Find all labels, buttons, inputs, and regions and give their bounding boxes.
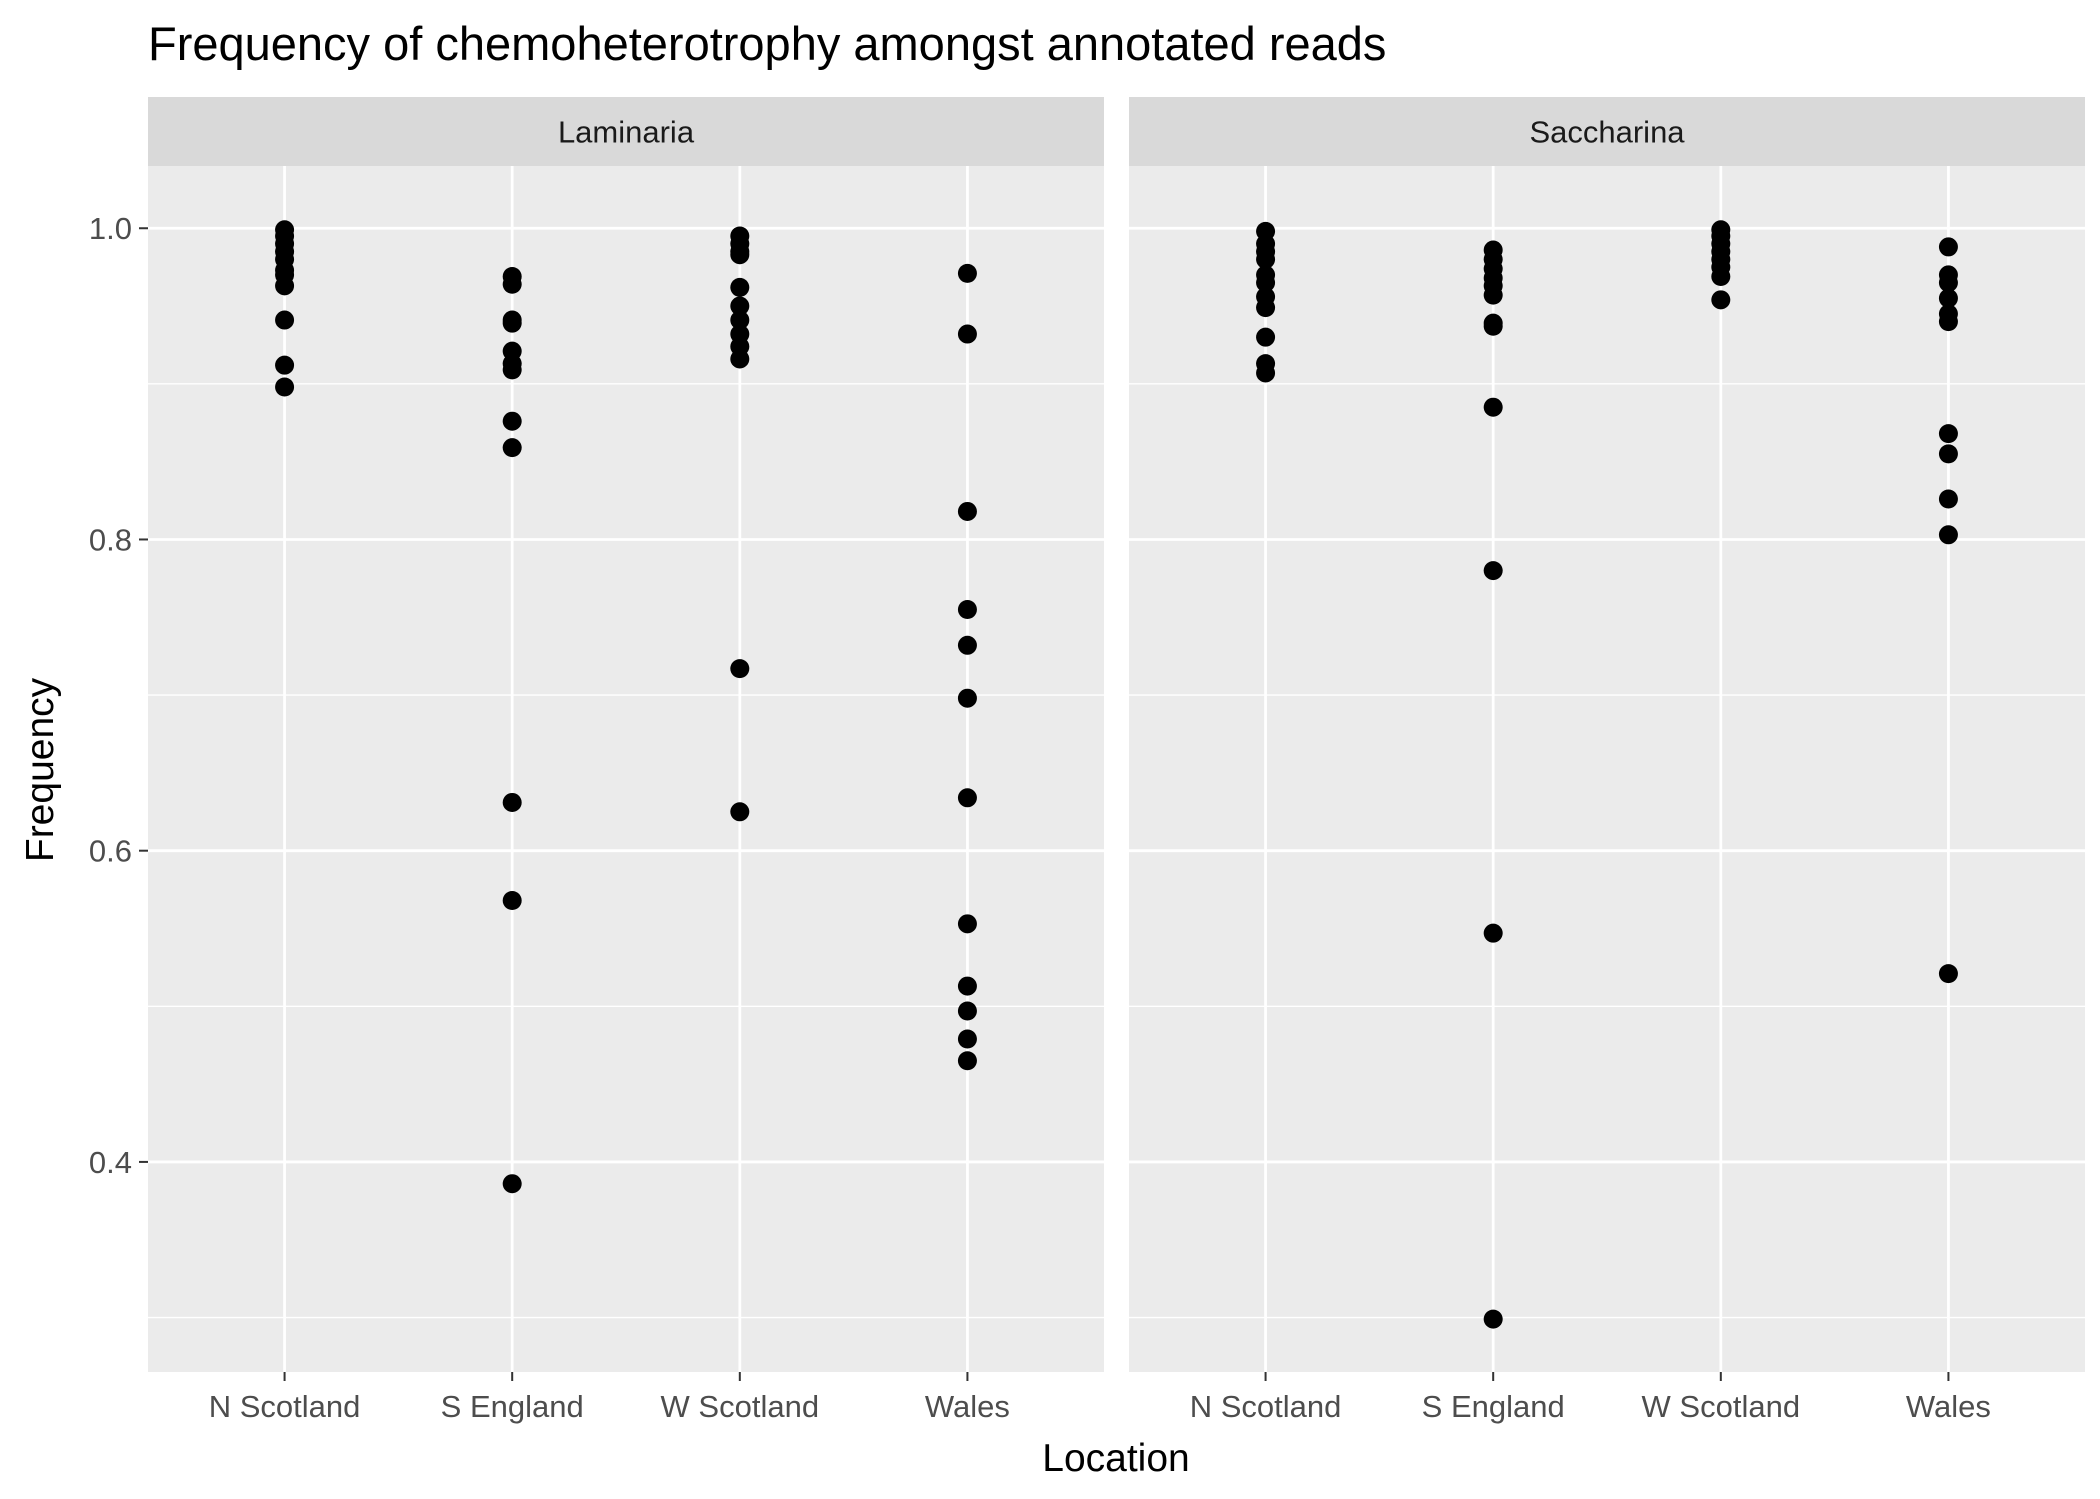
data-point <box>1938 444 1958 464</box>
data-point <box>730 296 750 316</box>
data-point <box>730 310 750 330</box>
data-point <box>1483 1309 1503 1329</box>
data-point <box>957 688 977 708</box>
data-point <box>1938 312 1958 332</box>
data-point <box>1938 424 1958 444</box>
x-tick-label: S England <box>1422 1389 1565 1424</box>
data-point <box>957 1051 977 1071</box>
data-point <box>957 501 977 521</box>
data-point <box>502 313 522 333</box>
data-point <box>1256 273 1276 293</box>
data-point <box>730 349 750 369</box>
data-point <box>1256 363 1276 383</box>
facet-strip <box>1129 97 2085 166</box>
x-tick-label: S England <box>441 1389 584 1424</box>
data-point <box>502 792 522 812</box>
data-point <box>1483 397 1503 417</box>
data-point <box>502 360 522 380</box>
data-point <box>1938 273 1958 293</box>
data-point <box>957 263 977 283</box>
panel-background <box>1129 166 2085 1372</box>
data-point <box>1256 249 1276 269</box>
data-point <box>730 802 750 822</box>
data-point <box>275 377 295 397</box>
x-tick-label: W Scotland <box>661 1389 820 1424</box>
x-tick-label: Wales <box>1906 1389 1991 1424</box>
data-point <box>730 659 750 679</box>
data-point <box>1711 266 1731 286</box>
x-tick-label: Wales <box>925 1389 1010 1424</box>
data-point <box>502 1174 522 1194</box>
data-point <box>957 599 977 619</box>
data-point <box>275 355 295 375</box>
data-point <box>1256 298 1276 318</box>
data-point <box>1256 327 1276 347</box>
data-point <box>1483 316 1503 336</box>
data-point <box>957 1001 977 1021</box>
data-point <box>502 890 522 910</box>
data-point <box>957 324 977 344</box>
data-point <box>1938 964 1958 984</box>
data-point <box>1938 489 1958 509</box>
data-point <box>957 635 977 655</box>
data-point <box>957 976 977 996</box>
data-point <box>1483 285 1503 305</box>
facet-saccharina: Saccharina N Scotland S England W Scotland W… <box>1129 97 2085 1424</box>
y-tick-label: 0.4 <box>89 1145 132 1180</box>
facet-label-laminaria: Laminaria <box>558 115 695 150</box>
data-point <box>730 245 750 265</box>
x-tick-label: N Scotland <box>209 1389 361 1424</box>
y-tick-label: 1.0 <box>89 211 132 246</box>
panel-background <box>148 166 1104 1372</box>
x-axis-title: Location <box>1042 1437 1189 1480</box>
y-axis-title: Frequency <box>19 677 62 862</box>
data-point <box>502 438 522 458</box>
facet-panels: Laminaria N Scotland S England W Scotland Wa… <box>148 97 2085 1424</box>
data-point <box>1938 288 1958 308</box>
facet-label-saccharina: Saccharina <box>1529 115 1685 150</box>
data-point <box>275 276 295 296</box>
data-point <box>957 914 977 934</box>
y-axis: 0.4 0.6 0.8 1.0 <box>89 211 148 1180</box>
data-point <box>275 310 295 330</box>
x-tick-label: N Scotland <box>1190 1389 1342 1424</box>
data-point <box>1483 561 1503 581</box>
facet-laminaria: Laminaria N Scotland S England W Scotland Wa… <box>148 97 1104 1424</box>
facet-strip <box>148 97 1104 166</box>
y-tick-label: 0.8 <box>89 522 132 557</box>
x-tick-label: W Scotland <box>1642 1389 1801 1424</box>
data-point <box>502 411 522 431</box>
data-point <box>1483 923 1503 943</box>
chart-title: Frequency of chemoheterotrophy amongst a… <box>148 17 1386 70</box>
data-point <box>1938 237 1958 257</box>
data-point <box>957 788 977 808</box>
data-point <box>502 274 522 294</box>
data-point <box>1711 290 1731 310</box>
data-point <box>730 277 750 297</box>
data-point <box>1938 525 1958 545</box>
data-point <box>957 1029 977 1049</box>
y-tick-label: 0.6 <box>89 834 132 869</box>
